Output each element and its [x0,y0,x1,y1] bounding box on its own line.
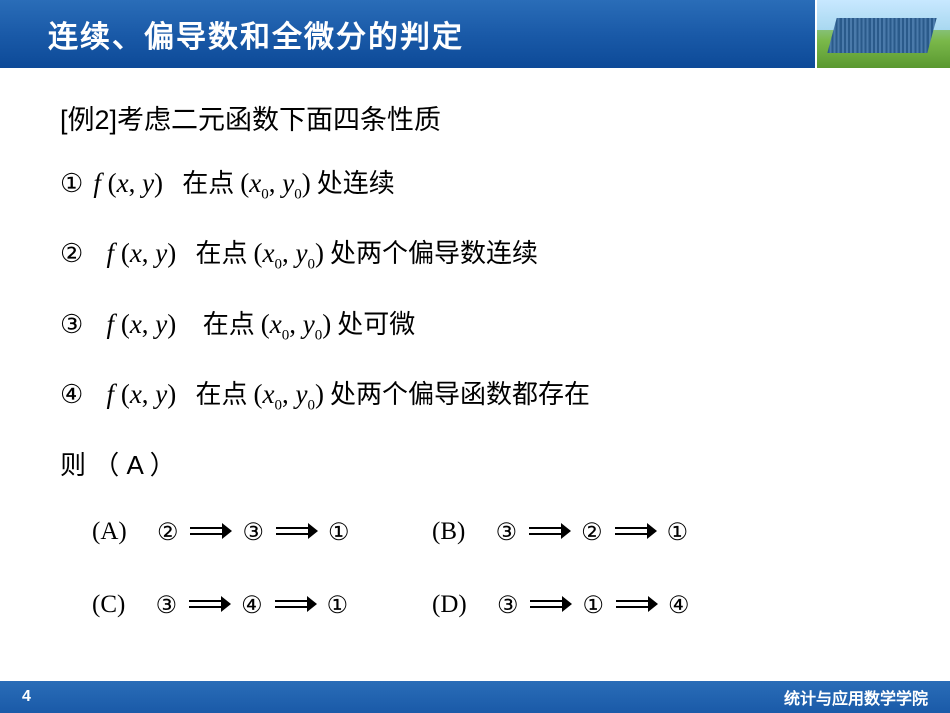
slide-footer: 4 统计与应用数学学院 [0,681,950,713]
prop-pre: 在点 [182,163,234,200]
example-intro: [例2]考虑二元函数下面四条性质 [60,98,900,137]
chain-item: ③ [497,591,519,620]
implies-arrow-icon [189,597,229,613]
math-func: f (x, y) [107,309,177,340]
property-number: ① [60,168,83,199]
chain-item: ③ [242,518,264,547]
then-line: 则 （ A ） [60,445,900,482]
math-point: (x0, y0) [240,168,310,203]
example-label: [例2] [60,105,117,135]
math-point: (x0, y0) [254,238,324,273]
slide-header: 连续、偏导数和全微分的判定 [0,0,950,68]
option-d: (D) ③ ① ④ [432,591,772,620]
option-b: (B) ③ ② ① [432,518,772,547]
chain-item: ③ [496,518,518,547]
option-label: (A) [92,518,127,546]
property-4: ④ f (x, y) 在点 (x0, y0) 处两个偏导函数都存在 [60,374,900,414]
chain-item: ② [157,518,179,547]
chain-item: ① [667,518,689,547]
implies-arrow-icon [615,524,655,540]
property-2: ② f (x, y) 在点 (x0, y0) 处两个偏导数连续 [60,233,900,273]
option-c: (C) ③ ④ ① [92,591,432,620]
property-3: ③ f (x, y) 在点 (x0, y0) 处可微 [60,304,900,344]
option-label: (D) [432,591,467,619]
property-number: ② [60,238,83,269]
math-func: f (x, y) [107,379,177,410]
header-decoration-image [815,0,950,68]
math-func: f (x, y) [107,238,177,269]
example-intro-text: 考虑二元函数下面四条性质 [117,105,441,135]
implies-arrow-icon [276,524,316,540]
prop-pre: 在点 [196,374,248,411]
chain-item: ① [328,518,350,547]
property-number: ④ [60,379,83,410]
chain-item: ② [581,518,603,547]
chain-item: ① [327,591,349,620]
chain-item: ④ [668,591,690,620]
implies-arrow-icon [530,597,570,613]
option-a: (A) ② ③ ① [92,518,432,547]
chain-item: ④ [241,591,263,620]
prop-post: 处两个偏导函数都存在 [330,374,590,411]
property-1: ① f (x, y) 在点 (x0, y0) 处连续 [60,163,900,203]
option-label: (C) [92,591,125,619]
page-number: 4 [22,688,31,706]
chain-item: ③ [156,591,178,620]
implies-arrow-icon [190,524,230,540]
chain-item: ① [582,591,604,620]
slide-title: 连续、偏导数和全微分的判定 [48,12,464,56]
footer-org: 统计与应用数学学院 [784,685,928,709]
prop-pre: 在点 [196,233,248,270]
math-func: f (x, y) [93,168,163,199]
option-label: (B) [432,518,465,546]
prop-post: 处可微 [337,304,415,341]
slide-content: [例2]考虑二元函数下面四条性质 ① f (x, y) 在点 (x0, y0) … [0,68,950,620]
prop-pre: 在点 [203,304,255,341]
implies-arrow-icon [275,597,315,613]
math-point: (x0, y0) [261,309,331,344]
math-point: (x0, y0) [254,379,324,414]
property-number: ③ [60,309,83,340]
prop-post: 处两个偏导数连续 [330,233,538,270]
prop-post: 处连续 [317,163,395,200]
implies-arrow-icon [529,524,569,540]
implies-arrow-icon [616,597,656,613]
options-grid: (A) ② ③ ① (B) ③ ② ① (C) ③ ④ ① (D) ③ [92,518,900,620]
